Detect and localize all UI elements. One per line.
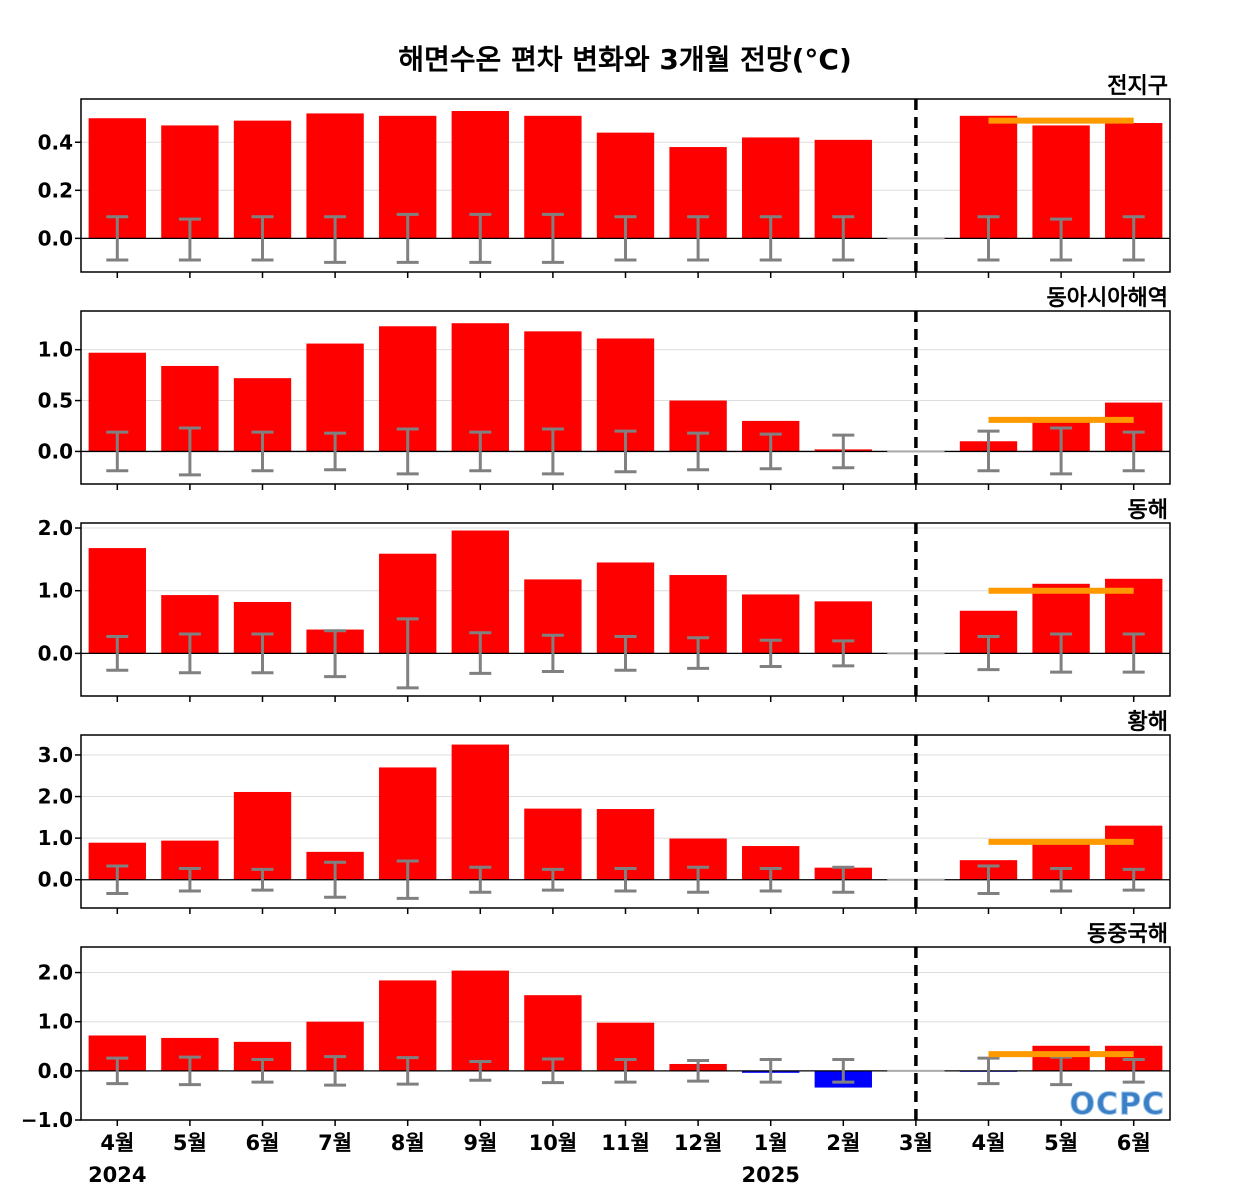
y-tick-label: 0.2 (38, 178, 73, 202)
chart-panels: 전지구0.00.20.4동아시아해역0.00.51.0동해0.01.02.0황해… (21, 74, 1171, 1132)
logo-text: OCPC (1069, 1087, 1165, 1122)
panel: 동아시아해역 0.0 0.5 1.0 (38, 286, 1171, 490)
bar (233, 791, 292, 880)
x-tick-label: 1월 (754, 1131, 788, 1155)
y-tick-label: 1.0 (38, 579, 73, 603)
y-tick-label: 0.0 (38, 868, 73, 892)
year-label: 2024 (88, 1163, 146, 1187)
panel-title: 동아시아해역 (1047, 286, 1168, 311)
panel-title: 동중국해 (1087, 922, 1168, 947)
x-tick-label: 5월 (1044, 1131, 1078, 1155)
y-tick-label: −1.0 (21, 1108, 73, 1132)
y-tick-label: 0.4 (38, 130, 73, 154)
panel-title: 전지구 (1107, 74, 1168, 99)
x-axis: 4월 5월 6월 7월 8월 9월 10월 11월 12월 1월 2월 3월 4월 5월 6월 2024 202… (88, 1131, 1151, 1187)
panel: 전지구 0.0 0.2 0.4 (38, 74, 1171, 278)
y-tick-label: 3.0 (38, 743, 73, 767)
y-tick-label: 2.0 (38, 785, 73, 809)
y-tick-label: 0.5 (38, 389, 73, 413)
x-tick-label: 8월 (391, 1131, 425, 1155)
bar (451, 744, 509, 880)
x-tick-label: 10월 (529, 1131, 578, 1155)
x-tick-label: 2월 (826, 1131, 860, 1155)
bar (379, 980, 437, 1071)
x-tick-label: 4월 (972, 1131, 1006, 1155)
ocpc-logo: OCPC (1069, 1087, 1165, 1123)
y-tick-label: 0.0 (38, 439, 73, 463)
x-tick-label: 6월 (1117, 1131, 1151, 1155)
x-tick-label: 7월 (318, 1131, 352, 1155)
y-tick-label: 1.0 (38, 826, 73, 850)
bar (451, 323, 509, 452)
x-tick-label: 5월 (173, 1131, 207, 1155)
x-tick-label: 12월 (674, 1131, 723, 1155)
panel: 동해 0.0 1.0 2.0 (38, 498, 1171, 702)
bar (451, 970, 509, 1071)
panel: 황해 0.0 1.0 2.0 3.0 (38, 710, 1171, 914)
panel: 동중국해 −1.0 0.0 1.0 2.0 (21, 922, 1171, 1132)
y-tick-label: 1.0 (38, 338, 73, 362)
y-tick-label: 0.0 (38, 226, 73, 250)
panel-title: 황해 (1128, 710, 1168, 735)
y-tick-label: 0.0 (38, 641, 73, 665)
x-tick-label: 3월 (899, 1131, 933, 1155)
panel-title: 동해 (1128, 498, 1168, 523)
y-tick-label: 2.0 (38, 961, 73, 985)
x-tick-label: 11월 (601, 1131, 650, 1155)
x-tick-label: 9월 (463, 1131, 497, 1155)
chart-title: 해면수온 편차 변화와 3개월 전망(°C) (398, 43, 852, 76)
y-tick-label: 0.0 (38, 1059, 73, 1083)
year-label: 2025 (741, 1163, 799, 1187)
y-tick-label: 1.0 (38, 1010, 73, 1034)
x-tick-label: 4월 (100, 1131, 134, 1155)
x-tick-label: 6월 (246, 1131, 280, 1155)
y-tick-label: 2.0 (38, 516, 73, 540)
